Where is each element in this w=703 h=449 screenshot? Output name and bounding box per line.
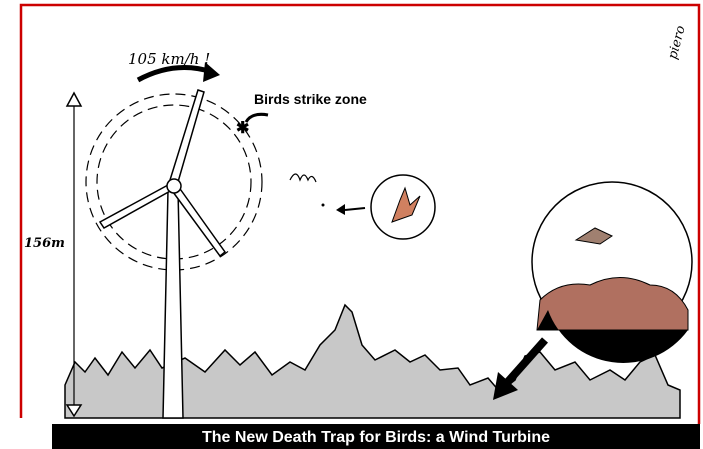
caption: The New Death Trap for Birds: a Wind Tur…	[202, 429, 550, 446]
height-label: 156m	[24, 236, 65, 251]
zone-label: Birds strike zone	[254, 91, 367, 107]
dot	[322, 204, 325, 207]
illustration: 156m 105 km/h ! Birds strike zone ✱ pier…	[0, 0, 703, 449]
speed-label: 105 km/h !	[128, 50, 210, 68]
strike-star: ✱	[236, 120, 249, 137]
hub	[167, 179, 181, 193]
